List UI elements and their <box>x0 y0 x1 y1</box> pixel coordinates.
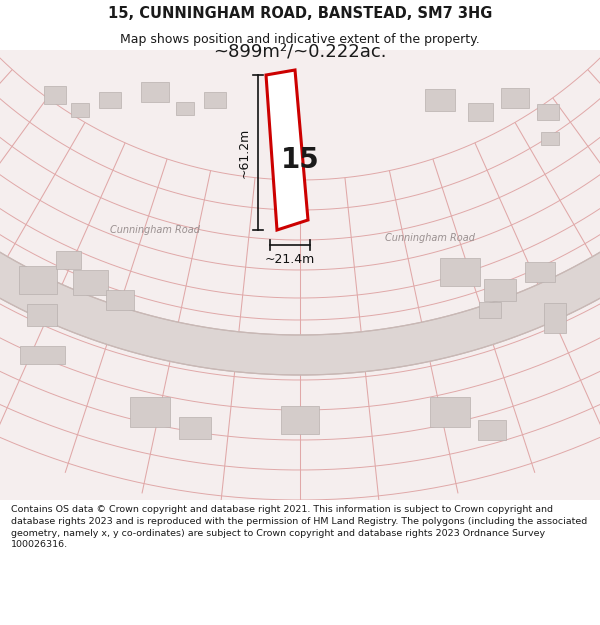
Polygon shape <box>0 0 600 375</box>
Text: Cunningham Road: Cunningham Road <box>385 233 475 243</box>
Text: 15, CUNNINGHAM ROAD, BANSTEAD, SM7 3HG: 15, CUNNINGHAM ROAD, BANSTEAD, SM7 3HG <box>108 6 492 21</box>
Text: Contains OS data © Crown copyright and database right 2021. This information is : Contains OS data © Crown copyright and d… <box>11 505 587 549</box>
Bar <box>537 104 559 120</box>
Bar <box>430 397 470 427</box>
Bar <box>73 269 107 294</box>
Bar <box>478 420 506 440</box>
Bar <box>56 251 80 269</box>
Bar <box>281 406 319 434</box>
Bar <box>440 258 480 286</box>
Bar <box>19 346 65 364</box>
Bar <box>44 86 66 104</box>
Bar <box>99 92 121 108</box>
Bar <box>141 82 169 102</box>
Text: Cunningham Road: Cunningham Road <box>110 225 200 235</box>
Text: Map shows position and indicative extent of the property.: Map shows position and indicative extent… <box>120 32 480 46</box>
Text: ~61.2m: ~61.2m <box>238 127 251 177</box>
Bar <box>484 279 516 301</box>
Bar <box>130 397 170 427</box>
Bar <box>525 262 555 282</box>
Bar <box>106 290 134 310</box>
Bar <box>19 266 57 294</box>
Bar <box>541 131 559 144</box>
Bar <box>204 92 226 108</box>
Bar <box>479 302 501 318</box>
Bar <box>179 417 211 439</box>
Bar <box>467 103 493 121</box>
Bar <box>176 101 194 114</box>
Bar <box>71 103 89 117</box>
Bar <box>544 303 566 333</box>
Bar <box>27 304 57 326</box>
Bar <box>501 88 529 108</box>
Text: ~21.4m: ~21.4m <box>265 253 315 266</box>
Bar <box>425 89 455 111</box>
Polygon shape <box>266 70 308 230</box>
Text: ~899m²/~0.222ac.: ~899m²/~0.222ac. <box>213 42 387 60</box>
Text: 15: 15 <box>281 146 319 174</box>
